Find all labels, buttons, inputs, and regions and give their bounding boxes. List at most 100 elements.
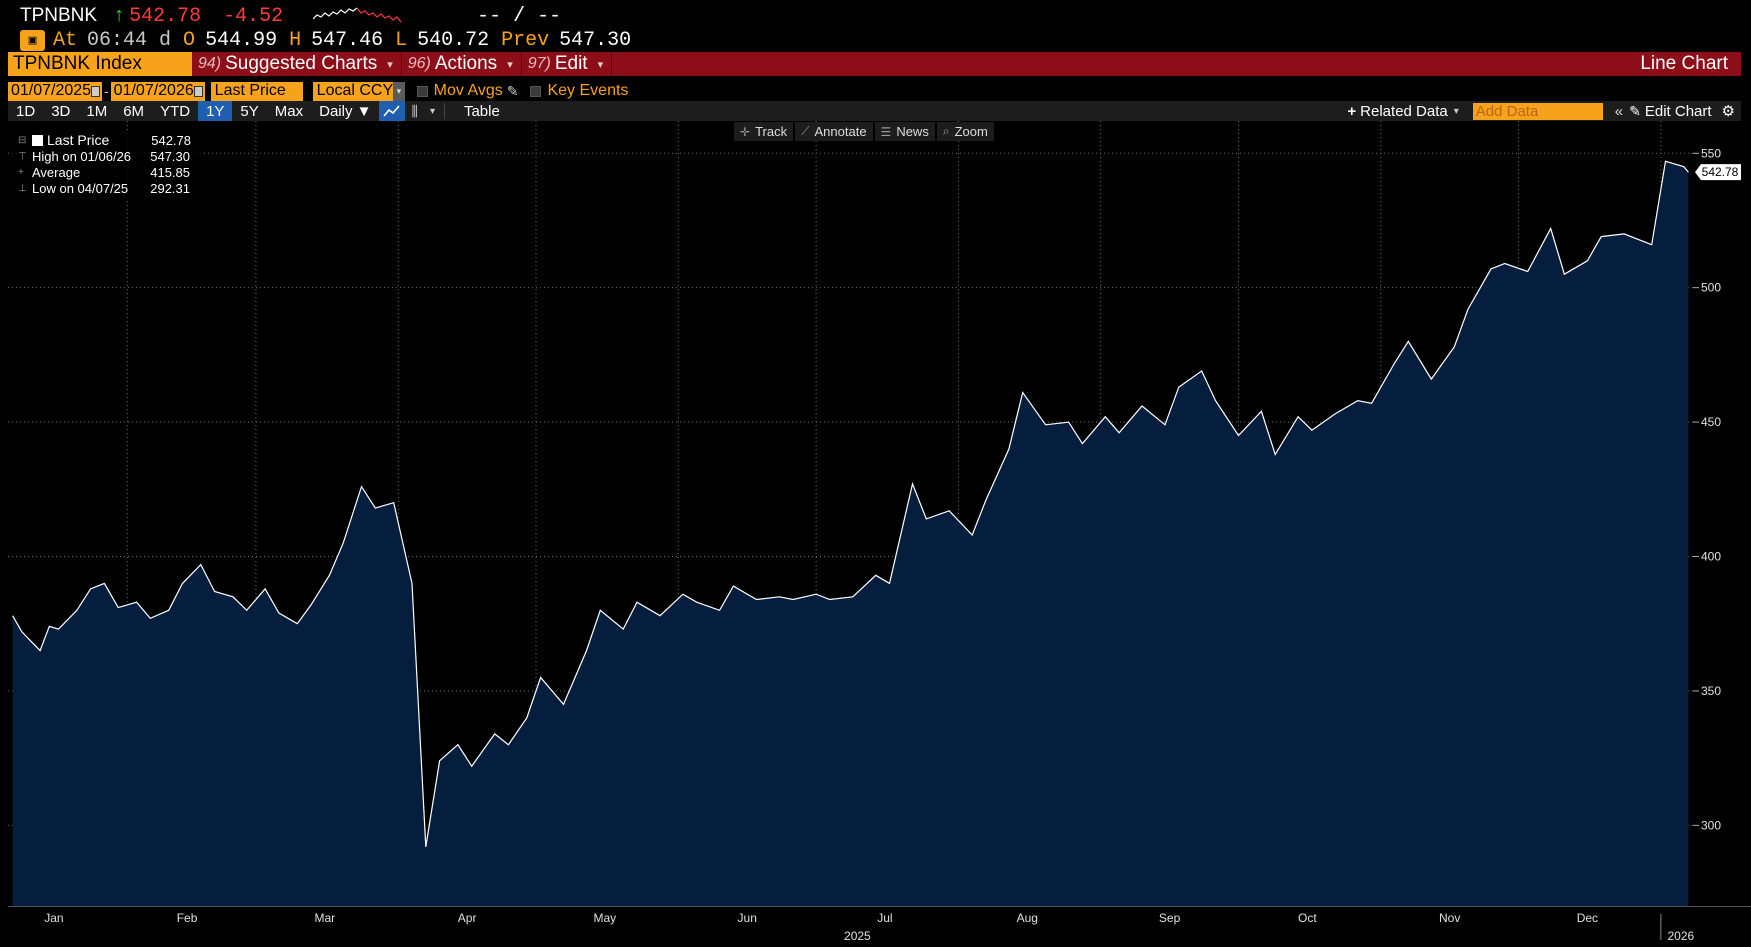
series-area — [12, 161, 1689, 907]
security-field[interactable]: TPNBNK Index — [8, 52, 192, 76]
caret-down-icon[interactable]: ▾ — [1453, 105, 1459, 117]
quote-header: TPNBNK ↑ 542.78 -4.52 -- / -- — [20, 4, 561, 28]
legend-value: 542.78 — [151, 132, 191, 148]
tool-label: Annotate — [814, 124, 867, 139]
quote-details: ▣ At 06:44 d O 544.99 H 547.46 L 540.72 … — [20, 28, 643, 52]
end-date-field[interactable]: 01/07/2026 — [110, 81, 205, 101]
crosshair-icon: ✛ — [740, 124, 751, 139]
y-tick-label: 350 — [1701, 684, 1721, 698]
add-data-input[interactable]: Add Data — [1472, 102, 1603, 120]
line-chart-icon[interactable] — [379, 101, 406, 121]
settings-row: 01/07/2025 - 01/07/2026 Last Price Local… — [8, 81, 628, 101]
last-price: 542.78 — [129, 4, 202, 28]
end-date-value: 01/07/2026 — [113, 82, 194, 99]
legend-row: ⊤ High on 01/06/26 547.30 — [18, 148, 202, 164]
range-1m[interactable]: 1M — [86, 102, 108, 120]
calendar-icon[interactable] — [193, 85, 203, 97]
ticker-symbol[interactable]: TPNBNK — [20, 5, 98, 26]
legend-row: + Average 415.85 — [18, 164, 202, 180]
menu-label: Edit — [554, 53, 588, 74]
annotate-tool[interactable]: ⟋ Annotate — [795, 122, 873, 141]
menu-edit[interactable]: 97) Edit ▾ — [522, 52, 613, 76]
toolbar-divider — [443, 103, 445, 119]
gear-icon[interactable]: ⚙ — [1721, 103, 1735, 120]
field-selector[interactable]: Last Price — [210, 81, 303, 101]
tool-label: Zoom — [954, 124, 988, 139]
at-label: At — [53, 28, 78, 52]
menu-suggested-charts[interactable]: 94) Suggested Charts ▾ — [192, 52, 402, 76]
chart-type-dropdown-icon[interactable]: ▾ — [429, 105, 435, 117]
range-max[interactable]: Max — [274, 102, 304, 120]
date-separator: - — [104, 83, 109, 99]
range-6m[interactable]: 6M — [123, 102, 145, 120]
legend-label: High on 01/06/26 — [32, 148, 132, 164]
key-events-checkbox[interactable] — [530, 85, 542, 97]
menu-actions[interactable]: 96) Actions ▾ — [402, 52, 522, 76]
legend-label: Last Price — [47, 132, 110, 148]
open-label: O — [183, 28, 196, 52]
range-3d[interactable]: 3D — [51, 102, 71, 120]
y-tick-label: 550 — [1701, 146, 1721, 160]
up-arrow-icon: ↑ — [113, 4, 126, 28]
related-data-button[interactable]: Related Data — [1360, 102, 1448, 120]
range-ytd[interactable]: YTD — [160, 102, 191, 120]
calendar-icon[interactable] — [91, 85, 100, 97]
plus-icon[interactable]: + — [1347, 102, 1357, 120]
year-label: 2026 — [1668, 929, 1695, 943]
news-tool[interactable]: ☰ News — [874, 122, 935, 141]
collapse-left-icon[interactable]: « — [1614, 102, 1624, 120]
exchange-status-icon[interactable]: ▣ — [20, 29, 45, 51]
legend-label: Average — [32, 164, 81, 180]
currency-selector[interactable]: Local CCY ▾ — [312, 81, 405, 101]
quote-time: 06:44 — [87, 28, 148, 52]
x-tick-label: Sep — [1159, 911, 1181, 925]
menu-label: Actions — [434, 53, 498, 74]
zoom-tool[interactable]: ⌕ Zoom — [936, 122, 994, 141]
track-tool[interactable]: ✛ Track — [734, 122, 794, 141]
news-icon: ☰ — [880, 124, 892, 139]
collapse-icon[interactable]: ⊟ — [18, 134, 27, 146]
legend-value: 547.30 — [150, 148, 190, 164]
x-tick-label: Feb — [177, 911, 198, 925]
start-date-field[interactable]: 01/07/2025 — [8, 81, 102, 101]
range-toolbar: 1D 3D 1M 6M YTD 1Y 5Y Max Daily ▼ ⫼ ▾ Ta… — [8, 101, 1741, 121]
high-value: 547.46 — [311, 28, 384, 52]
x-tick-label: Dec — [1577, 911, 1598, 925]
bar-chart-icon[interactable]: ⫼ — [411, 102, 418, 119]
x-tick-label: Aug — [1017, 911, 1038, 925]
pencil-icon[interactable]: ✎ — [506, 82, 519, 99]
low-value: 540.72 — [417, 28, 490, 52]
pencil-icon[interactable]: ✎ — [1629, 102, 1641, 119]
range-1y[interactable]: 1Y — [198, 101, 233, 121]
table-button[interactable]: Table — [463, 102, 500, 120]
currency-value: Local CCY — [316, 82, 394, 99]
range-5y[interactable]: 5Y — [240, 102, 259, 120]
mov-avgs-checkbox[interactable] — [416, 85, 428, 97]
last-value-label: 542.78 — [1702, 165, 1739, 179]
average-marker-icon: + — [18, 166, 24, 178]
y-tick-label: 500 — [1701, 281, 1721, 295]
high-label: H — [289, 28, 302, 52]
frequency-dropdown[interactable]: Daily ▼ — [319, 102, 372, 120]
net-change: -4.52 — [223, 4, 284, 28]
low-label: L — [395, 28, 408, 52]
x-tick-label: Mar — [314, 911, 335, 925]
high-marker-icon: ⊤ — [18, 150, 27, 162]
sparkline-icon — [313, 7, 402, 23]
range-1d[interactable]: 1D — [16, 102, 36, 120]
bid-ask: -- / -- — [477, 4, 562, 28]
price-chart[interactable]: 300 350 400 450 500 550 542.78 Jan Feb Mar Apr May J… — [0, 121, 1751, 947]
menu-label: Suggested Charts — [225, 53, 378, 74]
last-value-tag — [1695, 164, 1741, 181]
chart-tools: ✛ Track ⟋ Annotate ☰ News ⌕ Zoom — [734, 122, 996, 142]
caret-down-icon: ▾ — [597, 58, 604, 71]
x-tick-label: Nov — [1439, 911, 1460, 925]
dropdown-icon[interactable]: ▾ — [393, 81, 405, 101]
x-tick-label: Jul — [877, 911, 892, 925]
menu-number: 97) — [527, 55, 551, 72]
edit-chart-button[interactable]: Edit Chart — [1644, 102, 1712, 120]
chart-legend[interactable]: ⊟ Last Price 542.78 ⊤ High on 01/06/26 5… — [12, 130, 202, 198]
series-line — [12, 160, 1689, 847]
chart-area[interactable]: 300 350 400 450 500 550 542.78 Jan Feb Mar Apr May J… — [0, 121, 1751, 947]
x-tick-label: Oct — [1298, 911, 1317, 925]
